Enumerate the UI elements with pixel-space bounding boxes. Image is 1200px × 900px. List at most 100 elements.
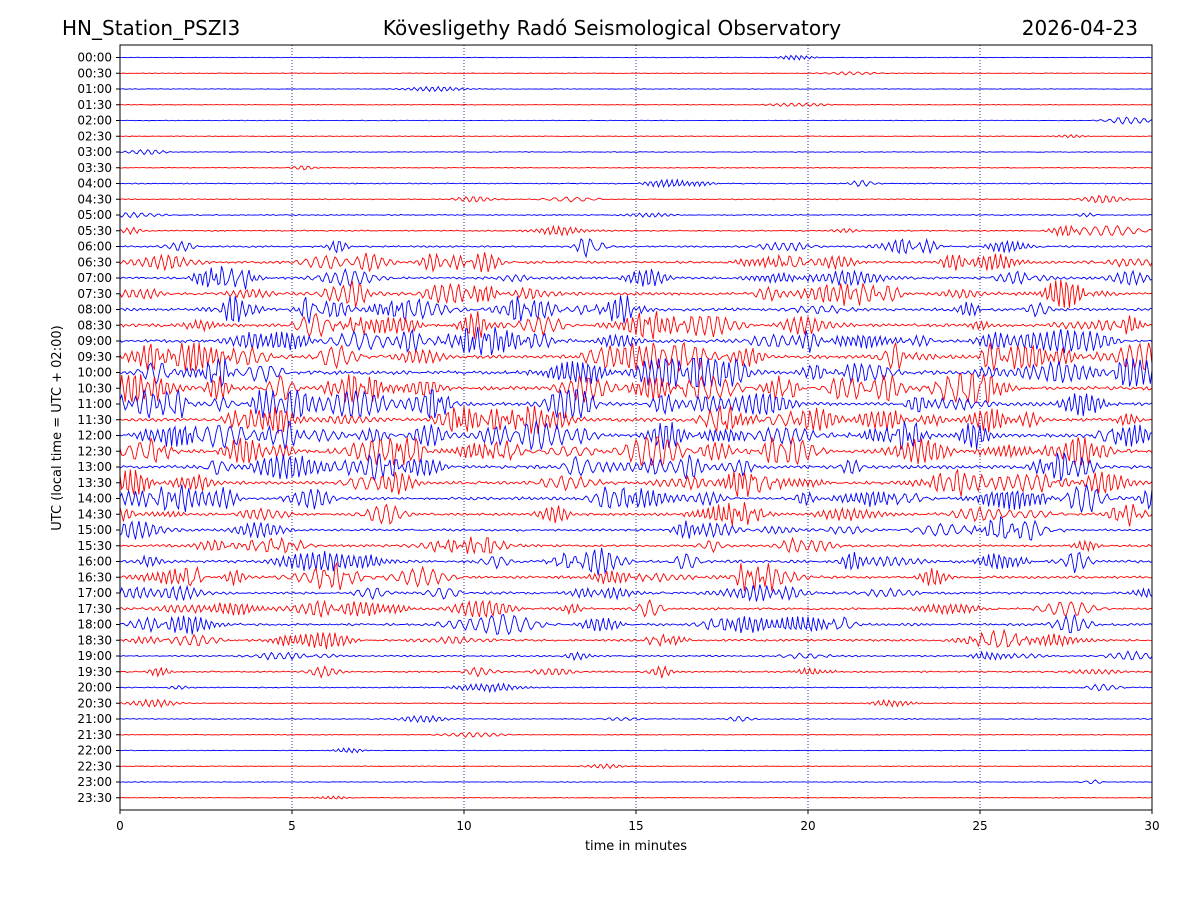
y-tick-label: 13:30 xyxy=(77,476,112,490)
y-tick-label: 08:00 xyxy=(77,303,112,317)
y-tick-label: 01:00 xyxy=(77,82,112,96)
y-tick-label: 06:00 xyxy=(77,240,112,254)
trace-1600 xyxy=(119,547,1153,576)
y-tick-label: 19:00 xyxy=(77,649,112,663)
trace-0330 xyxy=(119,165,1153,171)
trace-0830 xyxy=(119,311,1153,340)
trace-2030 xyxy=(119,698,1153,709)
trace-1330 xyxy=(119,468,1153,497)
station-label: HN_Station_PSZI3 xyxy=(62,16,240,40)
trace-1700 xyxy=(119,584,1153,602)
trace-1130 xyxy=(119,405,1153,434)
x-tick-label: 0 xyxy=(116,819,124,833)
trace-1730 xyxy=(119,599,1153,619)
trace-2000 xyxy=(119,682,1153,694)
trace-0600 xyxy=(119,237,1153,259)
y-tick-label: 02:00 xyxy=(77,114,112,128)
y-tick-label: 06:30 xyxy=(77,255,112,269)
trace-2100 xyxy=(119,714,1153,724)
trace-0200 xyxy=(119,116,1153,125)
trace-1400 xyxy=(119,484,1153,513)
trace-0400 xyxy=(119,178,1153,189)
trace-1230 xyxy=(119,436,1153,467)
trace-1930 xyxy=(119,665,1153,679)
y-tick-label: 17:30 xyxy=(77,602,112,616)
trace-1630 xyxy=(119,561,1153,592)
y-tick-label: 22:30 xyxy=(77,759,112,773)
trace-1900 xyxy=(119,650,1153,662)
trace-2230 xyxy=(119,763,1153,770)
trace-0630 xyxy=(119,252,1153,273)
y-tick-label: 14:30 xyxy=(77,507,112,521)
y-tick-label: 09:00 xyxy=(77,334,112,348)
trace-0300 xyxy=(119,149,1153,156)
y-tick-label: 05:30 xyxy=(77,224,112,238)
y-tick-label: 12:30 xyxy=(77,444,112,458)
y-tick-label: 23:00 xyxy=(77,775,112,789)
trace-1830 xyxy=(119,628,1153,650)
y-tick-label: 21:30 xyxy=(77,728,112,742)
x-axis-ticks: 0 5 10 15 20 25 30 xyxy=(116,810,1160,833)
y-tick-label: 19:30 xyxy=(77,665,112,679)
trace-1500 xyxy=(119,515,1153,541)
x-axis-label: time in minutes xyxy=(585,839,687,854)
trace-0000 xyxy=(120,54,1153,61)
trace-1030 xyxy=(119,373,1153,403)
y-tick-label: 13:00 xyxy=(77,460,112,474)
y-tick-label: 02:30 xyxy=(77,129,112,143)
y-tick-label: 01:30 xyxy=(77,98,112,112)
x-tick-label: 5 xyxy=(288,819,296,833)
trace-1530 xyxy=(119,536,1153,555)
trace-0100 xyxy=(119,85,1153,93)
y-tick-label: 03:00 xyxy=(77,145,112,159)
y-tick-label: 08:30 xyxy=(77,318,112,332)
x-tick-label: 20 xyxy=(800,819,815,833)
y-tick-label: 10:30 xyxy=(77,381,112,395)
x-tick-label: 15 xyxy=(628,819,643,833)
y-tick-label: 11:30 xyxy=(77,413,112,427)
chart-title: Kövesligethy Radó Seismological Observat… xyxy=(383,16,841,40)
y-tick-label: 18:00 xyxy=(77,618,112,632)
y-axis-label: UTC (local time = UTC + 02:00) xyxy=(50,325,65,530)
y-tick-label: 07:00 xyxy=(77,271,112,285)
y-tick-label: 15:30 xyxy=(77,539,112,553)
y-tick-label: 15:00 xyxy=(77,523,112,537)
x-tick-label: 30 xyxy=(1144,819,1159,833)
trace-1300 xyxy=(119,452,1153,482)
y-tick-label: 12:00 xyxy=(77,429,112,443)
y-tick-label: 03:30 xyxy=(77,161,112,175)
y-tick-label: 17:00 xyxy=(77,586,112,600)
trace-1800 xyxy=(119,613,1153,636)
x-tick-label: 25 xyxy=(972,819,987,833)
y-tick-label: 00:00 xyxy=(77,51,112,65)
y-tick-label: 22:00 xyxy=(77,744,112,758)
y-tick-label: 10:00 xyxy=(77,366,112,380)
trace-2200 xyxy=(119,747,1153,754)
y-tick-label: 16:00 xyxy=(77,555,112,569)
trace-0130 xyxy=(119,102,1153,107)
trace-0700 xyxy=(119,266,1153,290)
trace-2330 xyxy=(119,795,1153,800)
y-tick-label: 11:00 xyxy=(77,397,112,411)
y-tick-label: 20:00 xyxy=(77,681,112,695)
trace-group xyxy=(119,54,1153,800)
y-tick-label: 09:30 xyxy=(77,350,112,364)
trace-0900 xyxy=(119,326,1153,356)
y-tick-label: 20:30 xyxy=(77,696,112,710)
trace-0930 xyxy=(119,341,1153,373)
trace-0730 xyxy=(119,279,1153,308)
trace-0800 xyxy=(119,295,1153,324)
y-tick-label: 07:30 xyxy=(77,287,112,301)
trace-0230 xyxy=(119,133,1153,139)
trace-1430 xyxy=(119,502,1153,527)
y-tick-label: 04:00 xyxy=(77,177,112,191)
x-tick-label: 10 xyxy=(456,819,471,833)
y-tick-label: 04:30 xyxy=(77,192,112,206)
y-tick-label: 18:30 xyxy=(77,633,112,647)
trace-1000 xyxy=(119,358,1153,389)
y-tick-label: 21:00 xyxy=(77,712,112,726)
trace-0500 xyxy=(119,211,1153,219)
trace-0430 xyxy=(119,194,1153,204)
